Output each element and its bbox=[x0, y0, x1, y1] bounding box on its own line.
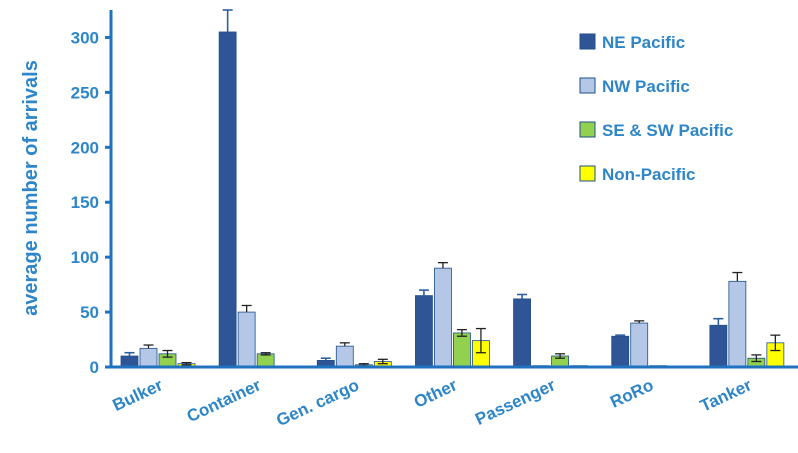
legend-swatch bbox=[579, 33, 596, 50]
y-tick-label: 150 bbox=[71, 193, 99, 212]
legend-swatch bbox=[579, 77, 596, 94]
legend-label: NW Pacific bbox=[602, 77, 690, 96]
legend-label: SE & SW Pacific bbox=[602, 121, 733, 140]
bar-nw-pacific-gen-cargo bbox=[335, 345, 354, 368]
legend: NE Pacific NW Pacific SE & SW Pacific Non-P… bbox=[579, 33, 733, 184]
y-tick-label: 250 bbox=[71, 83, 99, 102]
y-ticks-layer: 0 50 100 150 200 250 300 bbox=[71, 28, 111, 377]
bar-ne-pacific-passenger bbox=[513, 298, 531, 368]
legend-swatch bbox=[579, 121, 596, 138]
y-tick-label: 100 bbox=[71, 248, 99, 267]
bar-nw-pacific-container bbox=[237, 311, 256, 368]
bar-ne-pacific-container bbox=[218, 31, 237, 368]
bar-nw-pacific-bulker bbox=[139, 347, 158, 368]
bar-nw-pacific-other bbox=[434, 267, 452, 368]
x-category-label: Bulker bbox=[110, 375, 166, 415]
x-labels-layer: Bulker Container Gen. cargo Other Passenger R… bbox=[110, 375, 755, 430]
bar-ne-pacific-bulker bbox=[120, 355, 139, 368]
error-bars-layer bbox=[124, 9, 781, 367]
bar-ne-pacific-other bbox=[415, 295, 433, 368]
bar-se-sw-pacific-container bbox=[256, 353, 275, 368]
y-tick-label: 0 bbox=[90, 358, 99, 377]
legend-label: NE Pacific bbox=[602, 33, 685, 52]
y-tick-label: 50 bbox=[80, 303, 99, 322]
legend-label: Non-Pacific bbox=[602, 165, 696, 184]
y-tick-label: 300 bbox=[71, 28, 99, 47]
y-axis-title: average number of arrivals bbox=[20, 60, 42, 316]
bar-se-sw-pacific-other bbox=[453, 332, 471, 368]
x-category-label: Other bbox=[411, 375, 460, 412]
legend-swatch bbox=[579, 165, 596, 182]
bar-ne-pacific-roro bbox=[611, 335, 630, 368]
axes-layer bbox=[109, 10, 798, 369]
x-category-label: Tanker bbox=[697, 375, 755, 415]
y-tick-label: 200 bbox=[71, 138, 99, 157]
x-category-label: Passenger bbox=[472, 375, 558, 429]
x-category-label: Container bbox=[184, 375, 264, 426]
bar-ne-pacific-tanker bbox=[709, 324, 728, 368]
x-category-label: Gen. cargo bbox=[273, 375, 362, 430]
x-category-label: RoRo bbox=[607, 375, 656, 411]
bar-nw-pacific-tanker bbox=[728, 280, 747, 368]
bar-nw-pacific-roro bbox=[630, 322, 649, 368]
bars-layer bbox=[120, 31, 785, 368]
